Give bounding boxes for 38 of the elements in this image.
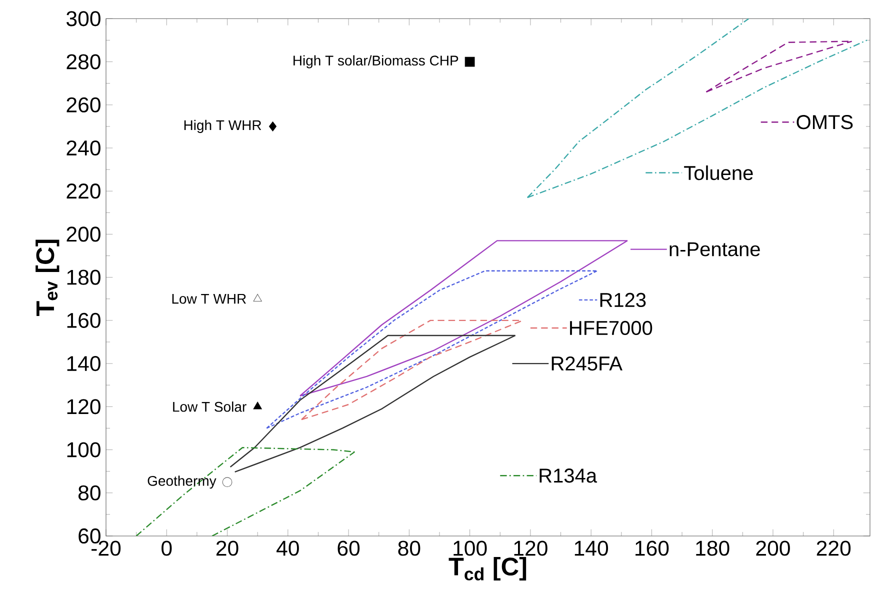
y-tick-label: 80 [78,485,100,500]
y-tick-label: 220 [66,183,100,198]
x-tick-label: 220 [816,540,851,556]
legend-label: HFE7000 [570,320,652,335]
y-tick-label: 200 [66,226,100,242]
x-tick-label: 60 [338,540,360,556]
x-tick-label: 40 [276,540,299,556]
x-tick-label: 140 [574,540,608,556]
series-label: Low T Solar [173,401,246,412]
y-tick-label: 140 [67,356,100,371]
y-tick-label: 100 [67,442,100,458]
y-tick-label: 120 [67,398,100,414]
y-tick-label: 240 [66,140,100,156]
legend-label: Toluene [684,165,753,180]
series-label: High T solar/Biomass CHP [294,55,458,68]
x-tick-label: 80 [398,540,420,556]
y-tick-label: 180 [67,270,100,285]
y-tick-label: 300 [66,10,100,26]
x-tick-label: 20 [216,540,238,556]
legend-label: R245FA [552,356,622,370]
y-axis-title: T$_{ev}$ [C] [36,240,60,316]
x-tick-label: 180 [696,540,730,556]
y-tick-label: 160 [67,312,100,328]
x-tick-label: 100 [454,540,487,556]
legend-label: R123 [600,292,646,307]
legend-label: n-Pentane [670,242,760,256]
series-label: Geothermy [148,475,216,488]
y-tick-label: 280 [66,54,100,70]
y-tick-label: 260 [66,97,100,112]
legend-label: R134a [540,468,598,483]
x-tick-label: 120 [514,540,548,556]
series-label: High T WHR [184,120,262,133]
x-tick-label: 160 [636,540,669,556]
x-tick-label: 200 [756,540,790,556]
series-label: Low T WHR [172,294,246,304]
x-axis-title: T$_{cd}$ [C] [448,556,526,580]
x-tick-label: 0 [162,540,172,556]
legend-label: OMTS [796,114,853,130]
